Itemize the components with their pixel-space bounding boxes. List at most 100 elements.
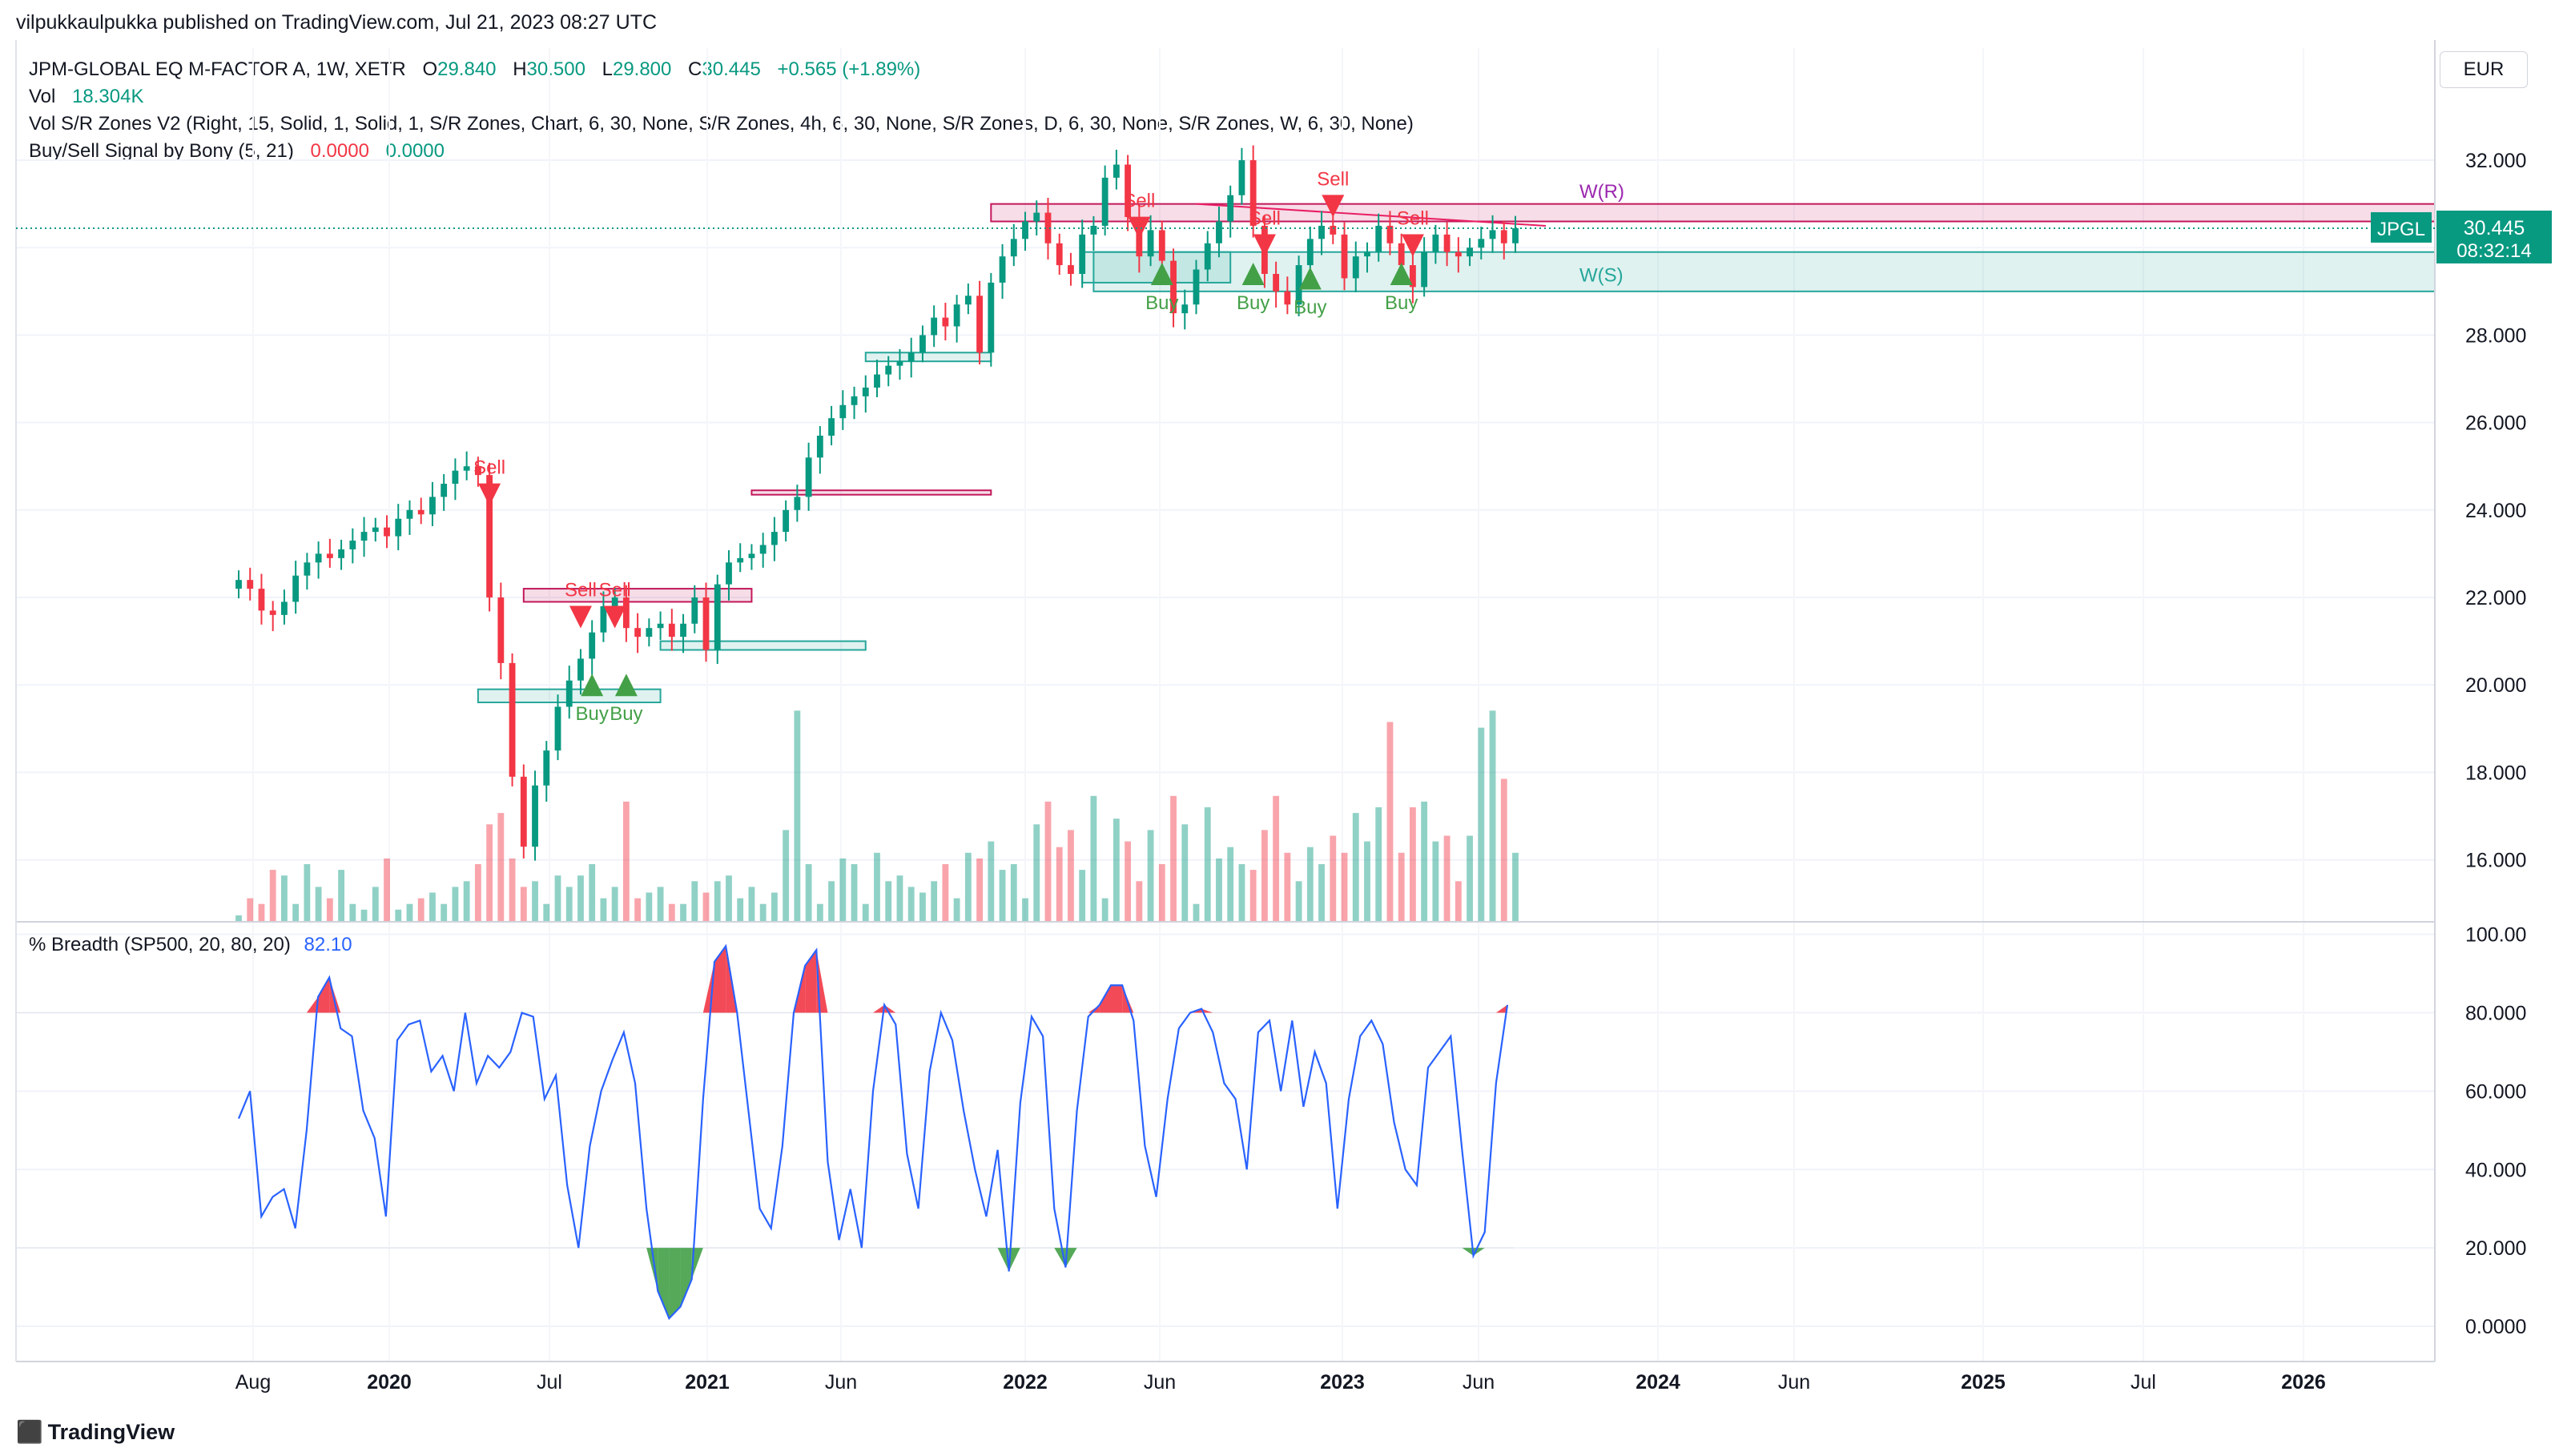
candle-body (1364, 251, 1370, 257)
price-tick-label: 32.000 (2465, 150, 2526, 172)
open-label: O (422, 58, 438, 80)
candle-body (862, 387, 869, 396)
volume-bar (1147, 830, 1154, 921)
volume-bar (1455, 881, 1462, 921)
volume-bar (953, 898, 960, 921)
close-label: C (688, 58, 702, 80)
candle-body (384, 527, 390, 537)
candle-body (554, 706, 561, 751)
breadth-tick-label: 100.00 (2465, 924, 2526, 947)
time-tick-label: 2022 (1003, 1371, 1048, 1394)
candle-body (1216, 221, 1222, 243)
volume-bar (1467, 835, 1473, 921)
candle-body (919, 335, 926, 353)
candle-body (589, 632, 596, 659)
volume-bar (326, 898, 333, 921)
volume-bar (976, 858, 984, 921)
volume-row: Vol 18.304K (29, 83, 1414, 111)
volume-bar (497, 813, 505, 921)
ohlc-row: JPM-GLOBAL EQ M-FACTOR A, 1W, XETR O29.8… (29, 56, 1414, 83)
candle-body (622, 597, 630, 629)
candle-body (1330, 225, 1337, 235)
currency-button[interactable]: EUR (2440, 51, 2528, 88)
candle-body (828, 418, 835, 436)
volume-bar (463, 881, 470, 921)
candle-body (1409, 265, 1416, 288)
tradingview-footer[interactable]: ⬛ TradingView (16, 1419, 175, 1445)
volume-bar (1432, 841, 1439, 921)
candle-body (657, 623, 664, 629)
volume-bar (1478, 727, 1485, 921)
volume-bar (999, 870, 1006, 921)
volume-bar (988, 841, 995, 921)
symbol-title[interactable]: JPM-GLOBAL EQ M-FACTOR A, 1W, XETR (29, 58, 406, 80)
candle-body (714, 584, 721, 650)
candle-body (1489, 230, 1496, 239)
volume-bar (360, 909, 368, 921)
volume-bar (417, 898, 424, 921)
candle-body (1306, 239, 1314, 266)
time-tick-label: Jun (1778, 1371, 1810, 1394)
candle-body (885, 365, 892, 375)
candle-body (748, 553, 755, 558)
sr-zones: W(R) W(S) (477, 181, 2436, 704)
candle-body (304, 562, 311, 576)
candle-body (441, 484, 448, 497)
candle-body (1204, 243, 1211, 270)
volume-bar (896, 875, 903, 921)
time-tick-label: Jun (1144, 1371, 1176, 1394)
symbol-tag-bg (2371, 211, 2432, 243)
volume-bar (1113, 818, 1120, 921)
sr-zones-label[interactable]: Vol S/R Zones V2 (Right, 15, Solid, 1, S… (29, 113, 1414, 135)
volume-bar (441, 903, 448, 921)
breadth-oversold-fill (997, 1248, 1009, 1272)
grid-lines (16, 48, 2435, 1361)
breadth-label[interactable]: % Breadth (SP500, 20, 80, 20) (29, 934, 291, 955)
candle-body (999, 256, 1006, 283)
candle-body (805, 457, 812, 497)
breadth-oversold-fill (1462, 1248, 1474, 1256)
breadth-oversold-fill (680, 1248, 692, 1307)
volume-label[interactable]: Vol (29, 86, 56, 107)
sell-label: Sell (599, 580, 631, 601)
price-tick-label: 22.000 (2465, 587, 2526, 609)
chart-legend: JPM-GLOBAL EQ M-FACTOR A, 1W, XETR O29.8… (29, 56, 1414, 165)
volume-bar (486, 824, 493, 921)
breadth-overbought-fill (873, 1004, 885, 1013)
candle-body (1113, 164, 1120, 178)
volume-bar (395, 909, 402, 921)
breadth-overbought-fill (318, 977, 330, 1013)
breadth-oversold-fill (658, 1248, 670, 1319)
time-tick-label: Jun (825, 1371, 857, 1394)
volume-bar (668, 903, 675, 921)
candle-body (1284, 291, 1291, 305)
candle-body (1273, 274, 1280, 292)
price-tick-label: 16.000 (2465, 850, 2526, 872)
candles (235, 145, 1519, 861)
breadth-overbought-fill (1111, 985, 1123, 1013)
breadth-overbought-fill (1088, 1004, 1100, 1013)
volume-bar (338, 870, 345, 921)
price-tag-value: 30.445 (2464, 217, 2525, 239)
candle-body (1386, 225, 1394, 243)
volume-bar (1489, 710, 1496, 921)
volume-bar (1341, 852, 1348, 921)
time-tick-label: 2026 (2281, 1371, 2326, 1394)
candle-body (497, 597, 505, 663)
candle-body (794, 497, 801, 510)
volume-bar (315, 887, 322, 921)
time-tick-label: 2020 (367, 1371, 412, 1394)
volume-bar (589, 864, 596, 921)
buy-arrow (1241, 263, 1265, 285)
buy-label: Buy (1294, 296, 1326, 318)
volume-bar (1330, 835, 1337, 921)
price-tag-countdown: 08:32:14 (2456, 240, 2531, 262)
candle-body (907, 352, 915, 362)
candle-body (964, 296, 972, 305)
price-tick-label: 26.000 (2465, 412, 2526, 435)
candle-body (988, 282, 995, 353)
candle-body (429, 497, 436, 515)
candle-body (1341, 234, 1348, 279)
buy-sell-label[interactable]: Buy/Sell Signal by Bony (5, 21) (29, 140, 294, 162)
